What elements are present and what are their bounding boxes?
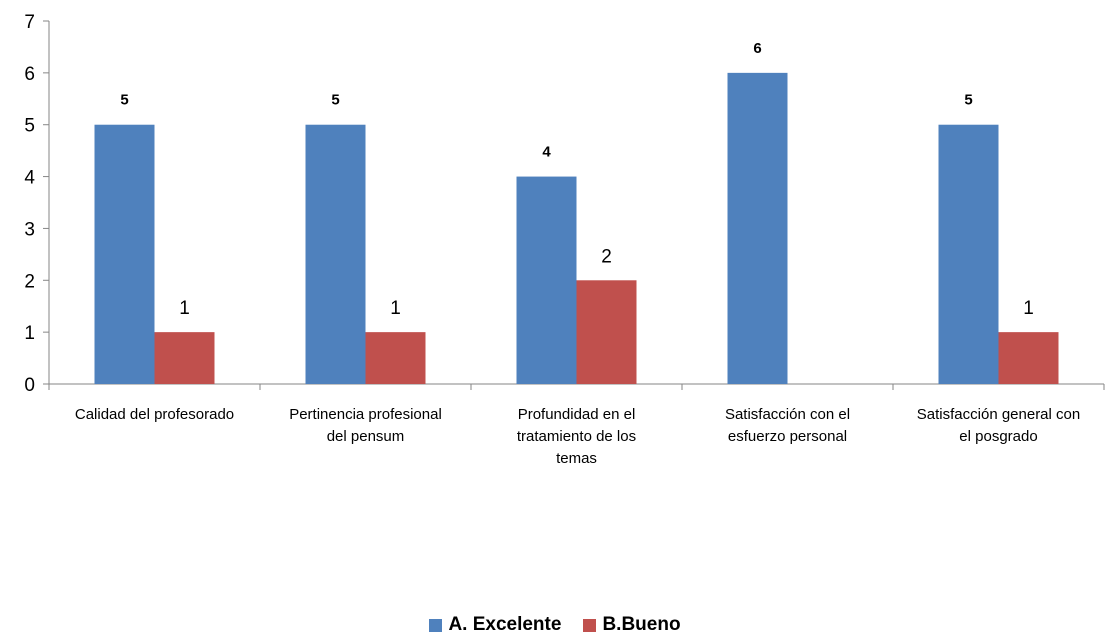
- bar-bueno: [576, 280, 637, 384]
- data-label-excelente: 5: [331, 92, 339, 109]
- x-category-label: temas: [556, 450, 597, 467]
- bar-chart: 0 1 2 3 4 5 6 7 5 5 4 6 5 1 1 2 1 Calidad del profesora…: [24, 12, 1105, 467]
- legend-item-series-a: A. Excelente: [429, 614, 561, 636]
- x-axis-categories: Calidad del profesorado Pertinencia profe…: [75, 406, 1080, 467]
- bar-bueno: [365, 332, 426, 384]
- bar-bueno: [998, 332, 1059, 384]
- y-tick-label: 4: [24, 168, 35, 189]
- bar-excelente: [516, 176, 577, 384]
- legend-label-a: A. Excelente: [448, 614, 562, 635]
- data-labels: 5 5 4 6 5 1 1 2 1: [120, 40, 1033, 319]
- legend-label-b: B.Bueno: [602, 614, 681, 635]
- x-category-label: Pertinencia profesional: [289, 406, 442, 423]
- data-label-bueno: 1: [390, 298, 401, 319]
- data-label-bueno: 2: [601, 246, 612, 267]
- bar-excelente: [938, 124, 999, 384]
- y-tick-label: 2: [24, 271, 35, 292]
- legend-swatch-b: [583, 618, 597, 632]
- bar-bueno: [154, 332, 215, 384]
- y-tick-label: 7: [24, 12, 35, 33]
- bars: [94, 72, 1059, 384]
- legend: A. Excelente B.Bueno: [0, 614, 1110, 636]
- x-category-label: Satisfacción con el: [725, 406, 850, 423]
- x-category-label: tratamiento de los: [517, 428, 636, 445]
- y-tick-label: 6: [24, 64, 35, 85]
- axes: 0 1 2 3 4 5 6 7: [24, 12, 1105, 396]
- legend-swatch-a: [429, 618, 443, 632]
- data-label-bueno: 1: [179, 298, 190, 319]
- bar-excelente: [94, 124, 155, 384]
- data-label-excelente: 5: [120, 92, 128, 109]
- x-category-label: Profundidad en el: [518, 406, 636, 423]
- y-tick-label: 5: [24, 116, 35, 137]
- x-category-label: el posgrado: [959, 428, 1037, 445]
- y-tick-label: 1: [24, 323, 35, 344]
- x-category-label: del pensum: [327, 428, 405, 445]
- x-category-label: Satisfacción general con: [917, 406, 1080, 423]
- legend-item-series-b: B.Bueno: [583, 614, 681, 636]
- bar-excelente: [305, 124, 366, 384]
- data-label-excelente: 5: [964, 92, 972, 109]
- y-tick-label: 3: [24, 219, 35, 240]
- y-tick-label: 0: [24, 375, 35, 396]
- data-label-excelente: 6: [753, 40, 761, 57]
- x-category-label: Calidad del profesorado: [75, 406, 234, 423]
- data-label-excelente: 4: [542, 144, 551, 161]
- data-label-bueno: 1: [1023, 298, 1034, 319]
- bar-excelente: [727, 72, 788, 384]
- x-category-label: esfuerzo personal: [728, 428, 847, 445]
